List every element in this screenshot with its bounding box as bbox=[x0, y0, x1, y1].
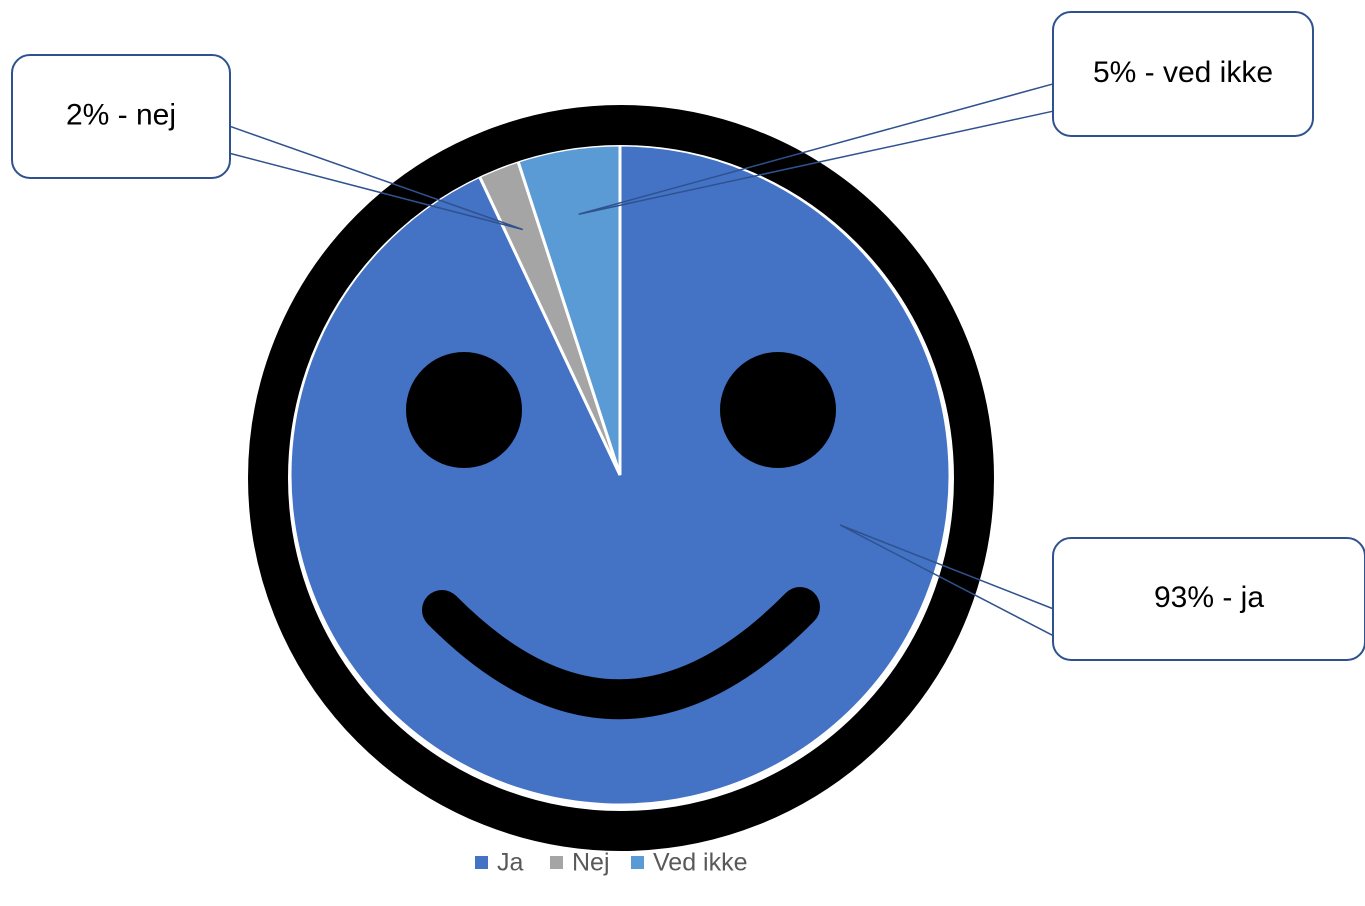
legend-label: Ja bbox=[497, 849, 524, 877]
callout-leader bbox=[578, 83, 1054, 215]
data-label: 2% - nej bbox=[66, 98, 176, 131]
right-eye bbox=[720, 352, 836, 468]
data-label: 5% - ved ikke bbox=[1093, 56, 1273, 89]
smiley-face bbox=[248, 105, 994, 851]
legend-swatch bbox=[550, 856, 563, 869]
legend-swatch bbox=[631, 856, 644, 869]
data-label: 93% - ja bbox=[1154, 581, 1264, 614]
callout-leader bbox=[839, 524, 1054, 637]
legend-swatch bbox=[475, 856, 488, 869]
smile bbox=[422, 587, 820, 720]
callout-box bbox=[1052, 11, 1314, 137]
callout-leader bbox=[229, 125, 524, 231]
callout-box bbox=[11, 54, 231, 179]
left-eye bbox=[406, 352, 522, 468]
callouts: 93% - ja 2% - nej 5% - ved ikke bbox=[11, 11, 1365, 661]
legend: Ja Nej Ved ikke bbox=[475, 849, 748, 877]
face-ring bbox=[248, 105, 994, 851]
legend-label: Ved ikke bbox=[653, 849, 748, 877]
callout-box bbox=[1052, 537, 1365, 661]
legend-label: Nej bbox=[572, 849, 610, 877]
